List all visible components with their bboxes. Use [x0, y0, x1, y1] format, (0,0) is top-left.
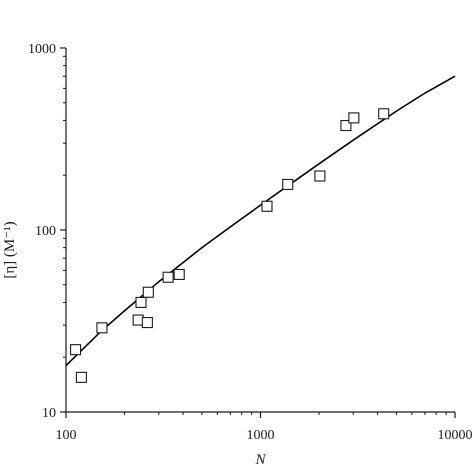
x-tick-label: 1000	[247, 428, 275, 443]
y-tick-label: 10	[42, 406, 56, 421]
x-tick-labels: 100 1000 10000	[56, 428, 473, 443]
y-axis: 10 100 1000	[28, 42, 67, 421]
data-point	[132, 314, 144, 326]
data-point	[142, 286, 154, 298]
data-point	[96, 322, 108, 334]
y-tick-label: 1000	[28, 42, 56, 57]
data-point	[162, 271, 174, 283]
data-point	[340, 119, 352, 132]
data-point	[141, 317, 153, 329]
x-tick-label: 100	[56, 428, 77, 443]
x-axis: 100 1000 10000	[56, 411, 473, 443]
data-point	[173, 268, 185, 280]
data-point	[348, 112, 360, 124]
fit-line	[65, 75, 456, 367]
x-minor-ticks	[124, 412, 447, 415]
y-axis-title: [η] (M⁻¹)	[2, 221, 18, 278]
y-minor-ticks	[63, 55, 66, 358]
data-markers	[70, 108, 390, 383]
data-point	[314, 170, 326, 182]
data-point	[261, 200, 273, 212]
x-ticks	[65, 412, 456, 418]
y-ticks	[60, 47, 66, 413]
y-tick-label: 100	[35, 224, 56, 239]
data-point	[70, 344, 82, 356]
y-tick-labels: 10 100 1000	[28, 42, 56, 421]
data-point	[75, 371, 87, 383]
x-tick-label: 10000	[438, 428, 473, 443]
data-point	[135, 296, 147, 308]
x-axis-title: N	[254, 452, 266, 468]
data-point	[282, 178, 294, 190]
data-point	[378, 108, 390, 120]
